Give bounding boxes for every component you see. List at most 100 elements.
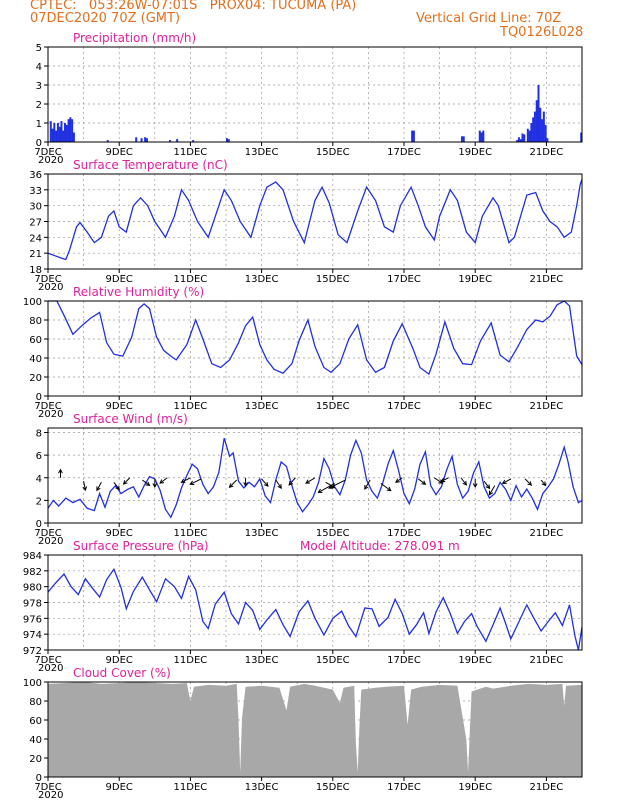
precip-bar [69, 117, 72, 142]
wind-arrow [441, 477, 449, 482]
wind-arrow [83, 481, 86, 491]
precip-ytick-label: 3 [36, 81, 42, 92]
precip-bar [516, 140, 519, 142]
wind-arrowhead [328, 484, 334, 489]
wind-arrow [460, 477, 467, 486]
precip-bar [176, 139, 179, 142]
wind-xtick-label: 7DEC [34, 528, 61, 539]
cloud-xtick-label: 17DEC [387, 782, 421, 793]
wind-ytick-label: 2 [36, 496, 42, 507]
rh-ytick-label: 60 [29, 335, 42, 346]
precip-ytick-label: 5 [36, 43, 42, 54]
temp-title: Surface Temperature (nC) [73, 158, 228, 172]
precip-xtick-label: 11DEC [174, 147, 208, 158]
cloud-xtick-label: 7DEC [34, 782, 61, 793]
header-grid-line: Vertical Grid Line: 70Z [416, 11, 562, 26]
precip-bar [60, 121, 63, 142]
wind-arrowhead [485, 484, 491, 490]
precip-xtick-label: 15DEC [316, 147, 350, 158]
wind-xtick-label: 13DEC [245, 528, 279, 539]
wind-arrowhead [277, 484, 282, 489]
pressure-xtick-label: 13DEC [245, 655, 279, 666]
precip-ytick-label: 4 [36, 62, 42, 73]
precip-bar [56, 123, 59, 142]
wind-arrowhead [159, 479, 165, 484]
wind-arrow [275, 479, 282, 489]
cloud-ytick-label: 80 [29, 697, 42, 708]
precip-bar [169, 140, 172, 142]
header-run-code: TQ0126L028 [500, 25, 584, 40]
pressure-ytick-label: 978 [23, 599, 42, 610]
cloud-ytick-label: 0 [36, 773, 42, 784]
cloud-year-label: 2020 [38, 790, 63, 800]
temp-xtick-label: 9DEC [106, 274, 133, 285]
wind-arrowhead [115, 485, 120, 491]
rh-xtick-label: 11DEC [174, 401, 208, 412]
pressure-xtick-label: 15DEC [316, 655, 350, 666]
temp-xtick-label: 11DEC [174, 274, 208, 285]
precip-bar [478, 130, 481, 142]
wind-arrowhead [317, 488, 323, 493]
wind-arrowhead [305, 479, 311, 484]
wind-ytick-label: 0 [36, 519, 42, 530]
rh-ytick-label: 100 [23, 297, 42, 308]
temp-xtick-label: 17DEC [387, 274, 421, 285]
precip-bar [462, 136, 465, 142]
precip-bar [530, 123, 533, 142]
temp-year-label: 2020 [38, 282, 63, 293]
pressure-title: Surface Pressure (hPa) [73, 539, 209, 553]
wind-arrowhead [288, 480, 294, 486]
pressure-ytick-label: 982 [23, 567, 42, 578]
precip-bar [140, 138, 143, 142]
wind-ytick-label: 8 [36, 429, 42, 440]
precip-bar [521, 133, 524, 142]
rh-xtick-label: 13DEC [245, 401, 279, 412]
temp-xtick-label: 13DEC [245, 274, 279, 285]
precip-bar [226, 138, 228, 142]
precip-bar [411, 130, 414, 142]
rh-year-label: 2020 [38, 409, 63, 420]
wind-arrow [488, 485, 496, 495]
cloud-ytick-label: 100 [23, 678, 42, 689]
precip-bar [62, 130, 65, 142]
pressure-ytick-label: 974 [23, 630, 42, 641]
precip-bar [544, 124, 547, 142]
wind-xtick-label: 15DEC [316, 528, 350, 539]
wind-xtick-label: 21DEC [530, 528, 564, 539]
precip-bar [72, 132, 75, 142]
precip-bar [542, 111, 545, 142]
cloud-area [48, 682, 582, 777]
cloud-xtick-label: 13DEC [245, 782, 279, 793]
precip-xtick-label: 19DEC [458, 147, 492, 158]
rh-ytick-label: 20 [29, 373, 42, 384]
precip-bar [480, 132, 483, 142]
precip-bar [192, 140, 195, 142]
temp-xtick-label: 21DEC [530, 274, 564, 285]
wind-arrow [380, 483, 392, 492]
temp-ytick-label: 21 [29, 249, 42, 260]
wind-year-label: 2020 [38, 536, 63, 547]
cloud-xtick-label: 15DEC [316, 782, 350, 793]
precip-ytick-label: 1 [36, 119, 42, 130]
precip-bar [526, 128, 529, 142]
wind-arrowhead [189, 480, 195, 485]
precip-xtick-label: 13DEC [245, 147, 279, 158]
model-altitude: Model Altitude: 278.091 m [300, 539, 460, 553]
temp-xtick-label: 15DEC [316, 274, 350, 285]
wind-arrow [288, 477, 296, 486]
wind-arrow [229, 479, 238, 488]
precip-bar [412, 130, 415, 142]
precip-bar [55, 130, 58, 142]
wind-arrow [123, 477, 131, 485]
wind-arrow [261, 478, 269, 487]
wind-arrowhead [180, 478, 186, 483]
pressure-line [47, 567, 583, 651]
precip-bar [580, 132, 583, 142]
wind-frame [47, 427, 583, 524]
wind-arrowhead [462, 480, 467, 486]
precip-bar [144, 137, 147, 142]
rh-xtick-label: 17DEC [387, 401, 421, 412]
rh-ytick-label: 80 [29, 316, 42, 327]
temp-line [47, 179, 583, 261]
precip-bar [135, 137, 138, 142]
